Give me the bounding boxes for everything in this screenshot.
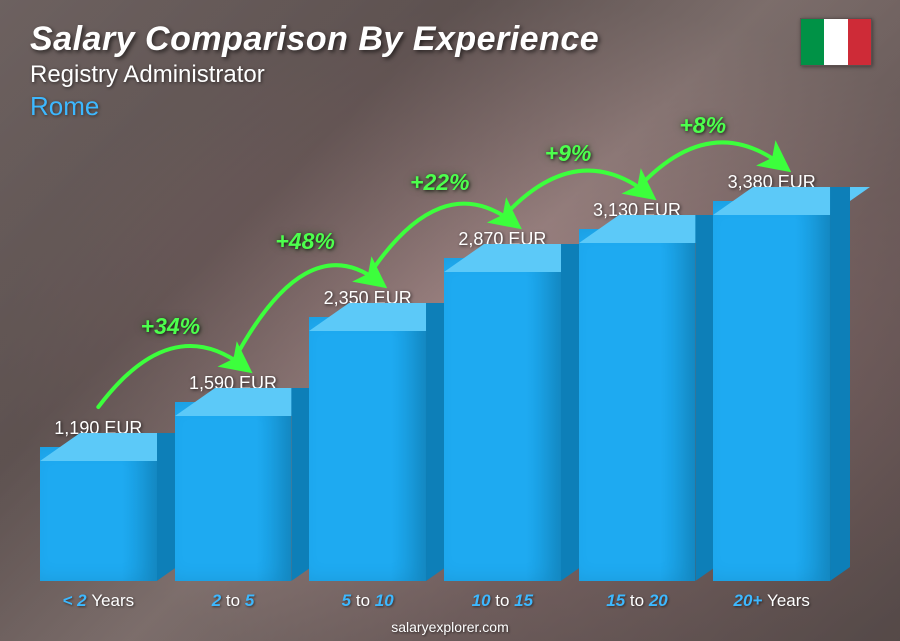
x-label-5: 20+ Years — [713, 591, 830, 611]
x-label-3: 10 to 15 — [444, 591, 561, 611]
x-axis-labels: < 2 Years 2 to 5 5 to 10 10 to 15 15 to 20 20… — [30, 591, 840, 611]
x-label-4: 15 to 20 — [579, 591, 696, 611]
source-attribution: salaryexplorer.com — [391, 619, 509, 635]
x-label-2: 5 to 10 — [309, 591, 426, 611]
italy-flag-icon — [800, 18, 872, 66]
chart-area: 1,190 EUR1,590 EUR2,350 EUR2,870 EUR3,13… — [30, 140, 840, 581]
increase-arc-1 — [233, 265, 378, 362]
increase-pct-0: +34% — [141, 313, 200, 340]
increase-pct-1: +48% — [275, 228, 334, 255]
flag-stripe-white — [824, 19, 847, 65]
increase-pct-3: +9% — [545, 140, 592, 167]
increase-arc-4 — [637, 142, 782, 189]
flag-stripe-red — [848, 19, 871, 65]
chart-container: Salary Comparison By Experience Registry… — [0, 0, 900, 641]
increase-pct-2: +22% — [410, 169, 469, 196]
increase-pct-4: +8% — [679, 112, 726, 139]
chart-title: Salary Comparison By Experience — [30, 20, 870, 59]
x-label-0: < 2 Years — [40, 591, 157, 611]
x-label-1: 2 to 5 — [175, 591, 292, 611]
flag-stripe-green — [801, 19, 824, 65]
increase-arc-0 — [98, 346, 243, 407]
increase-arc-2 — [368, 204, 513, 277]
increase-arc-3 — [502, 171, 647, 218]
